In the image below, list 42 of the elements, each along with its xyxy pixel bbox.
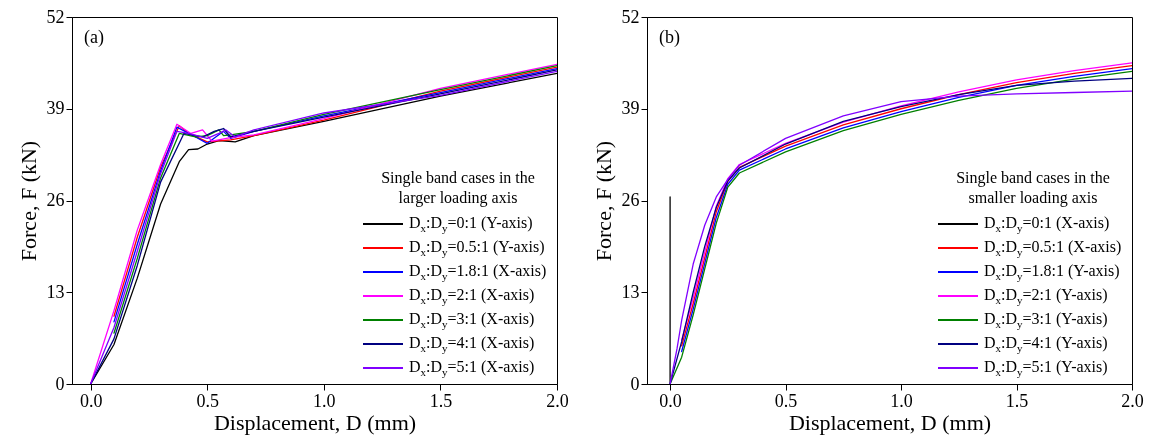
legend-label: D$_{x}$:D$_{y}$=3:1 (X-axis) [409,309,535,331]
legend-label: D$_{x}$:D$_{y}$=0:1 (X-axis) [984,213,1110,235]
legend-label: D$_{x}$:D$_{y}$=3:1 (Y-axis) [984,309,1108,331]
y-axis-title: Force, F (kN) [590,140,616,262]
legend-title: Single band cases in the larger loading axis [380,168,536,208]
x-axis-title: Displacement, D (mm) [213,409,417,435]
x-tick-label: 1.0 [313,390,336,411]
annotation: (a) [84,27,104,48]
y-tick-label: 0 [55,373,65,394]
legend-label: D$_{x}$:D$_{y}$=1.8:1 (Y-axis) [984,261,1120,283]
y-tick-label: 13 [621,281,640,302]
y-tick-label: 26 [621,190,640,210]
y-tick-label: 39 [621,98,640,119]
x-tick-label: 0.5 [774,390,798,411]
x-tick-label: 2.0 [1121,390,1144,411]
x-tick-label: 0.0 [79,390,103,411]
y-tick-label: 13 [46,281,65,302]
x-tick-label: 0.0 [659,390,682,411]
y-tick-label: 0 [630,373,640,394]
legend-label: D$_{x}$:D$_{y}$=0:1 (Y-axis) [409,213,533,235]
legend-label: D$_{x}$:D$_{y}$=2:1 (X-axis) [409,285,535,307]
legend-label: D$_{x}$:D$_{y}$=5:1 (Y-axis) [984,357,1108,379]
legend-label: D$_{x}$:D$_{y}$=4:1 (Y-axis) [984,333,1108,355]
y-tick-label: 52 [621,6,640,27]
x-tick-label: 2.0 [546,390,569,411]
x-tick-label: 1.0 [890,390,913,411]
legend-label: D$_{x}$:D$_{y}$=0.5:1 (Y-axis) [409,237,545,259]
y-tick-label: 52 [46,6,65,27]
legend-label: D$_{x}$:D$_{y}$=2:1 (Y-axis) [984,285,1108,307]
y-tick-label: 39 [46,98,65,119]
y-axis-title: Force, F (kN) [15,140,41,262]
legend-label: D$_{x}$:D$_{y}$=5:1 (X-axis) [409,357,535,379]
x-tick-label: 1.5 [1005,390,1029,411]
legend-label: D$_{x}$:D$_{y}$=0.5:1 (X-axis) [984,237,1122,259]
legend-label: D$_{x}$:D$_{y}$=4:1 (X-axis) [409,333,535,355]
x-tick-label: 1.5 [429,390,453,411]
x-axis-title: Displacement, D (mm) [788,409,992,435]
y-tick-label: 26 [46,190,65,210]
legend-title: Single band cases in the smaller loading axis [955,168,1111,208]
x-tick-label: 0.5 [196,390,219,411]
legend-label: D$_{x}$:D$_{y}$=1.8:1 (X-axis) [409,261,547,283]
annotation: (b) [659,27,680,48]
